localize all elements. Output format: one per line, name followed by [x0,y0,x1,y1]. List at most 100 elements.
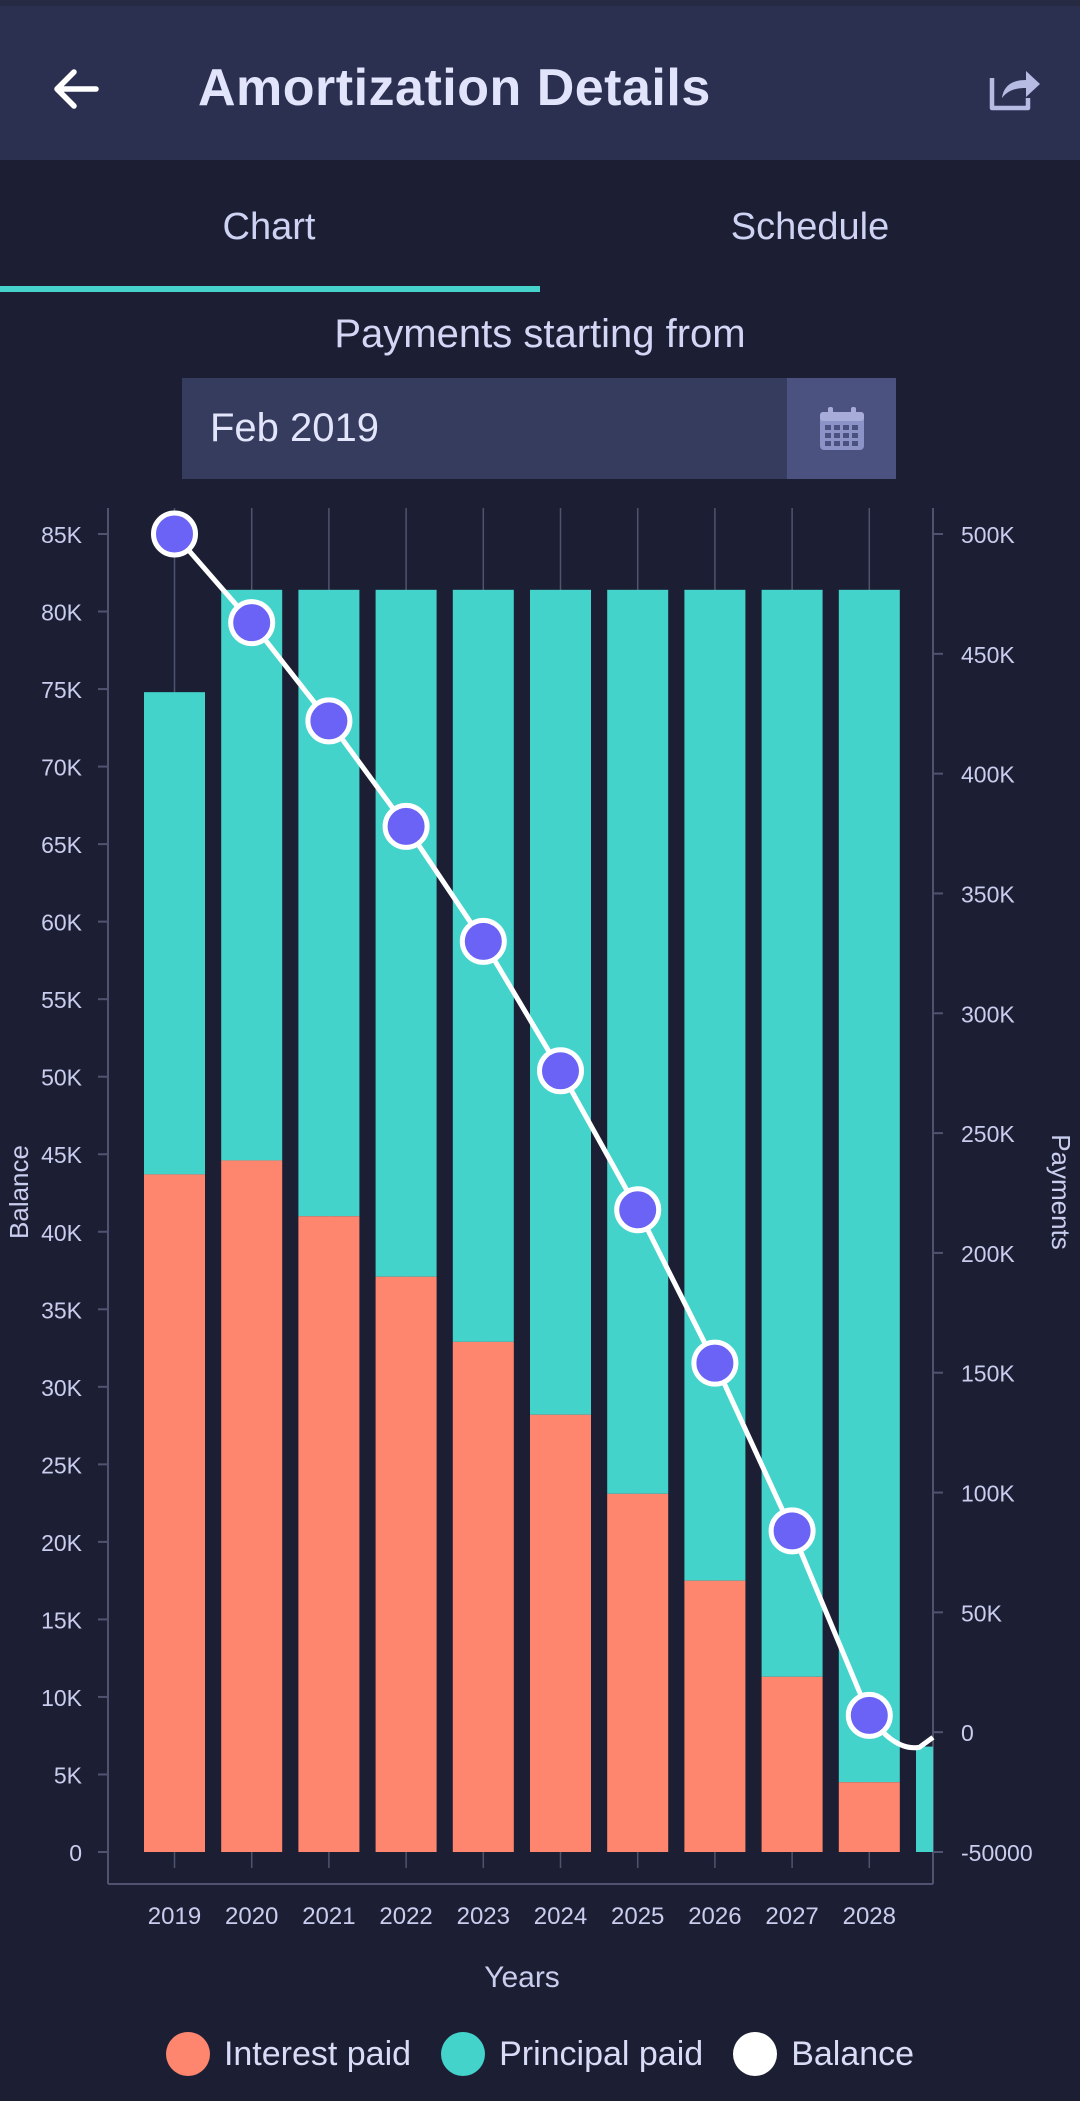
y-axis-tick-label: 75K [41,677,83,703]
bar-principal-2023 [452,589,514,1342]
bar-interest-2020 [221,1160,283,1852]
bar-interest-2026 [684,1580,746,1852]
bar-principal-2027 [761,589,823,1677]
bar-interest-2022 [375,1276,437,1852]
y-axis-tick-label: 70K [41,755,83,781]
y-axis-tick-label: 80K [41,600,83,626]
x-axis-tick-label: 2021 [302,1903,355,1930]
status-bar [0,0,1080,6]
y-axis-tick-label: 65K [41,832,83,858]
y-axis-tick-label: 25K [41,1452,83,1478]
y2-axis-tick-label: 0 [961,1720,974,1746]
y2-axis-label: Payments [1046,1134,1076,1250]
bar-interest-2028 [838,1782,900,1852]
y-axis-tick-label: 40K [41,1220,83,1246]
bar-interest-2023 [452,1341,514,1852]
x-axis-tick-label: 2027 [765,1903,818,1930]
calendar-button[interactable] [787,378,896,479]
y2-axis-tick-label: 200K [961,1241,1015,1267]
balance-point-2027 [768,1507,816,1555]
balance-point-2020 [228,599,276,647]
page-title: Amortization Details [198,59,711,117]
share-button[interactable] [980,58,1050,122]
legend-swatch-principal [441,2032,486,2076]
balance-point-2022 [382,802,430,850]
balance-point-2021 [305,697,353,745]
balance-point-2025 [614,1186,662,1234]
y2-axis-tick-label: -50000 [961,1840,1033,1866]
bar-interest-2025 [607,1493,669,1852]
y-axis-tick-label: 5K [54,1762,83,1788]
chart-legend: Interest paid Principal paid Balance [0,2026,1080,2082]
legend-label-balance: Balance [791,2034,915,2073]
bar-interest-2024 [530,1414,591,1852]
y-axis-label: Balance [4,1145,34,1239]
calendar-icon [819,406,864,450]
legend-item-balance: Balance [733,2032,914,2076]
bar-principal-2026 [684,589,746,1581]
y2-axis-tick-label: 150K [961,1361,1015,1387]
y-axis-tick-label: 45K [41,1142,83,1168]
y-axis-tick-label: 85K [41,522,83,548]
y2-axis-tick-label: 50K [961,1600,1003,1626]
payments-start-label: Payments starting from [334,312,746,356]
legend-item-interest: Interest paid [165,2032,412,2076]
balance-point-2019 [151,510,198,558]
y-axis-tick-label: 15K [41,1607,83,1633]
active-tab-indicator [0,286,540,292]
bar-interest-2027 [761,1676,823,1852]
x-axis-tick-label: 2028 [843,1903,896,1930]
x-axis-tick-label: 2022 [379,1903,432,1930]
x-axis-tick-label: 2020 [225,1903,278,1930]
y-axis-tick-label: 50K [41,1065,83,1091]
x-axis-tick-label: 2023 [457,1903,510,1930]
x-axis-tick-label: 2019 [148,1903,201,1930]
bar-principal-2019 [144,692,205,1175]
bar-principal-2022 [375,589,437,1277]
back-button[interactable] [40,54,110,124]
y-axis-tick-label: 35K [41,1297,83,1323]
legend-label-principal: Principal paid [499,2034,704,2073]
balance-point-2026 [691,1339,739,1387]
y-axis-tick-label: 10K [41,1685,83,1711]
y2-axis-tick-label: 350K [961,881,1015,907]
legend-label-interest: Interest paid [223,2034,412,2073]
x-axis-label: Years [484,1961,560,1994]
start-date-value: Feb 2019 [210,406,380,450]
y2-axis-tick-label: 100K [961,1481,1015,1507]
legend-item-principal: Principal paid [441,2032,703,2076]
legend-swatch-interest [165,2032,210,2076]
y-axis-tick-label: 20K [41,1530,83,1556]
bar-interest-2019 [144,1174,205,1852]
y-axis-tick-label: 30K [41,1375,83,1401]
bar-principal-2025 [607,589,669,1494]
start-date-field[interactable]: Feb 2019 [182,378,787,479]
y2-axis-tick-label: 250K [961,1121,1015,1147]
balance-point-2028 [845,1691,893,1739]
y2-axis-tick-label: 300K [961,1001,1015,1027]
share-icon [989,71,1040,111]
y2-axis-tick-label: 450K [961,642,1015,668]
x-axis-tick-label: 2026 [688,1903,741,1930]
bar-principal-2021 [298,589,360,1217]
balance-point-2024 [537,1047,584,1095]
y2-axis-tick-label: 500K [961,522,1015,548]
balance-point-2023 [459,917,507,965]
bar-principal-partial [916,1746,933,1852]
legend-swatch-balance [733,2032,778,2076]
bar-interest-2021 [298,1216,360,1852]
tab-chart[interactable]: Chart [222,205,316,248]
arrow-left-icon [54,69,99,109]
y2-axis-tick-label: 400K [961,762,1015,788]
app-bar: Amortization Details [0,6,1080,160]
bar-principal-2024 [530,589,591,1415]
amortization-chart: 0 5K 10K 15K 20K 25K 30K 35K 40K 45K 50K 55K 60K 65K 7… [4,508,1076,1994]
bar-principal-2028 [838,589,900,1783]
x-axis-tick-label: 2025 [611,1903,664,1930]
y-axis-tick-label: 60K [41,910,83,936]
bar-principal-2020 [221,589,283,1161]
y-axis-tick-label: 55K [41,987,83,1013]
x-axis-tick-label: 2024 [534,1903,587,1930]
y-axis-tick-label: 0 [69,1840,82,1866]
tab-schedule[interactable]: Schedule [730,205,890,248]
